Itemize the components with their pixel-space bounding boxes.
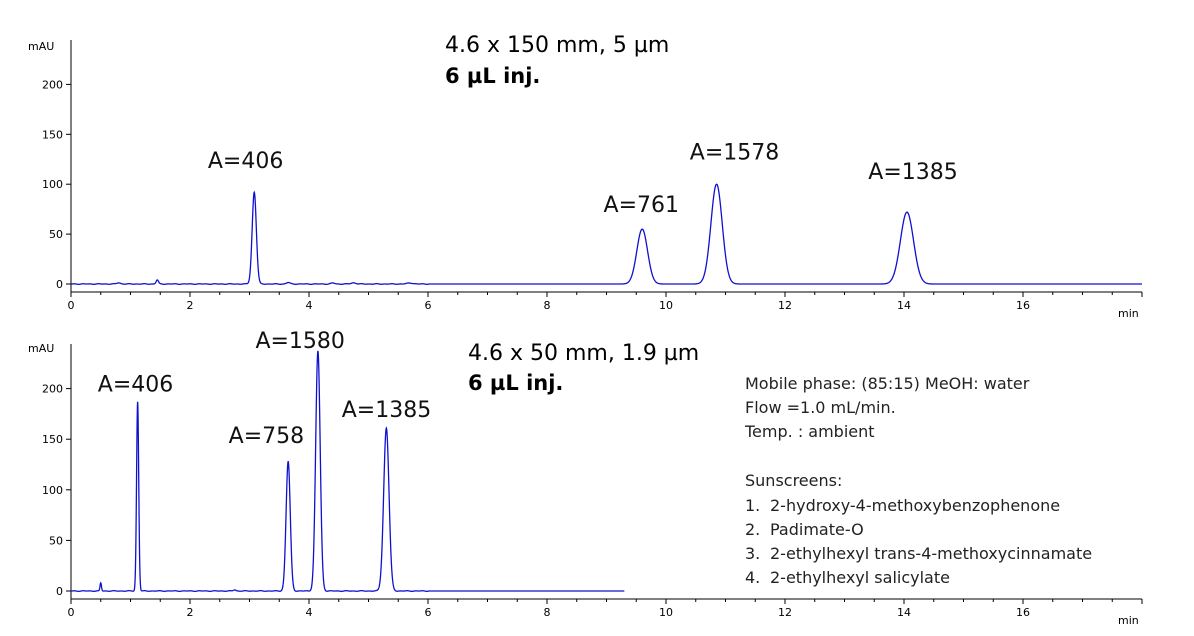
sunscreen-number: 4. — [745, 568, 760, 587]
sunscreen-name: Padimate-O — [770, 520, 864, 539]
y-tick-label: 200 — [42, 383, 63, 396]
x-tick-label: 4 — [306, 299, 313, 312]
y-tick-label: 50 — [49, 228, 63, 241]
x-tick-label: 2 — [187, 299, 194, 312]
y-tick-label: 200 — [42, 78, 63, 91]
y-axis-unit: mAU — [28, 40, 54, 53]
x-axis-unit: min — [1118, 307, 1139, 320]
column-spec-title: 4.6 x 50 mm, 1.9 µm — [468, 341, 699, 366]
y-tick-label: 100 — [42, 178, 63, 191]
method-conditions: Mobile phase: (85:15) MeOH: water Flow =… — [744, 374, 1092, 587]
y-tick-label: 150 — [42, 433, 63, 446]
peak-area-label: A=1580 — [255, 329, 344, 354]
x-tick-label: 12 — [778, 299, 792, 312]
peak-area-label: A=761 — [604, 193, 679, 218]
x-tick-label: 6 — [425, 606, 432, 619]
chromatogram-trace — [71, 350, 625, 593]
peak-area-label: A=406 — [98, 373, 173, 398]
x-tick-label: 2 — [187, 606, 194, 619]
y-tick-label: 0 — [56, 278, 63, 291]
x-axis-unit: min — [1118, 614, 1139, 627]
column-spec-title: 4.6 x 150 mm, 5 µm — [445, 33, 669, 58]
x-tick-label: 10 — [659, 299, 673, 312]
y-tick-label: 0 — [56, 585, 63, 598]
x-tick-label: 0 — [68, 606, 75, 619]
peak-area-label: A=1578 — [690, 140, 779, 165]
x-tick-label: 10 — [659, 606, 673, 619]
peak-area-label: A=758 — [229, 424, 304, 449]
sunscreen-name: 2-ethylhexyl trans-4-methoxycinnamate — [770, 544, 1092, 563]
y-axis-unit: mAU — [28, 342, 54, 355]
y-tick-label: 100 — [42, 484, 63, 497]
x-tick-label: 12 — [778, 606, 792, 619]
sunscreens-heading: Sunscreens: — [745, 471, 842, 490]
x-tick-label: 16 — [1016, 299, 1030, 312]
x-tick-label: 14 — [897, 606, 911, 619]
x-tick-label: 6 — [425, 299, 432, 312]
x-tick-label: 8 — [544, 606, 551, 619]
sunscreen-name: 2-hydroxy-4-methoxybenzophenone — [770, 496, 1060, 515]
condition-temperature: Temp. : ambient — [744, 422, 875, 441]
chromatogram-panel-top: 4.6 x 150 mm, 5 µm 6 µL inj. mAU min 0 50… — [28, 33, 1143, 320]
x-tick-label: 16 — [1016, 606, 1030, 619]
x-tick-label: 8 — [544, 299, 551, 312]
chromatogram-trace — [71, 183, 1142, 286]
x-tick-label: 0 — [68, 299, 75, 312]
condition-mobile-phase: Mobile phase: (85:15) MeOH: water — [745, 374, 1030, 393]
sunscreen-name: 2-ethylhexyl salicylate — [770, 568, 950, 587]
injection-volume-label: 6 µL inj. — [445, 64, 540, 88]
condition-flow: Flow =1.0 mL/min. — [745, 398, 896, 417]
peak-area-label: A=406 — [208, 149, 283, 174]
x-tick-label: 14 — [897, 299, 911, 312]
x-tick-label: 4 — [306, 606, 313, 619]
injection-volume-label: 6 µL inj. — [468, 371, 563, 395]
y-tick-label: 50 — [49, 534, 63, 547]
sunscreen-number: 3. — [745, 544, 760, 563]
peak-area-label: A=1385 — [342, 398, 431, 423]
chromatogram-panel-bottom: 4.6 x 50 mm, 1.9 µm 6 µL inj. mAU min 0 5… — [28, 329, 1143, 627]
sunscreen-number: 1. — [745, 496, 760, 515]
sunscreen-number: 2. — [745, 520, 760, 539]
y-tick-label: 150 — [42, 128, 63, 141]
peak-area-label: A=1385 — [868, 160, 957, 185]
